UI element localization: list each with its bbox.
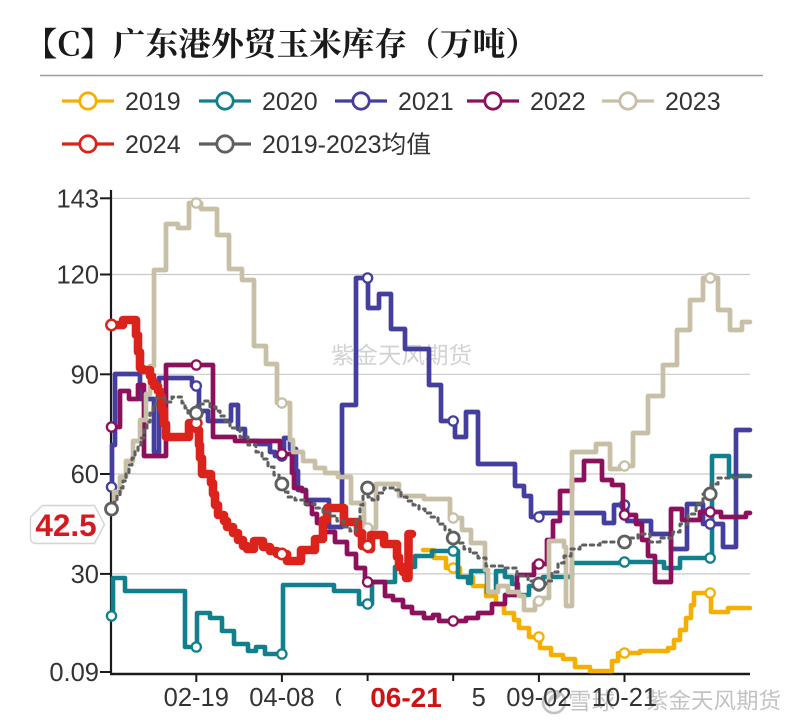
svg-text:04-08: 04-08 <box>249 684 314 712</box>
svg-text:2019: 2019 <box>125 88 181 116</box>
svg-text:42.5: 42.5 <box>35 507 96 543</box>
svg-text:10-21: 10-21 <box>592 684 657 712</box>
svg-text:0.09: 0.09 <box>49 659 99 687</box>
svg-text:2019-2023: 2019-2023 <box>262 131 382 159</box>
svg-text:2024: 2024 <box>125 131 181 159</box>
svg-text:120: 120 <box>56 262 99 290</box>
svg-text:2022: 2022 <box>530 88 586 116</box>
svg-text:06-21: 06-21 <box>370 682 442 713</box>
svg-text:143: 143 <box>56 185 99 213</box>
svg-text:02-19: 02-19 <box>164 684 229 712</box>
svg-text:09-02: 09-02 <box>506 684 571 712</box>
svg-text:2020: 2020 <box>262 88 318 116</box>
svg-text:60: 60 <box>71 461 99 489</box>
svg-text:2021: 2021 <box>398 88 454 116</box>
svg-text:30: 30 <box>71 561 99 589</box>
svg-text:2023: 2023 <box>665 88 721 116</box>
svg-text:90: 90 <box>71 361 99 389</box>
